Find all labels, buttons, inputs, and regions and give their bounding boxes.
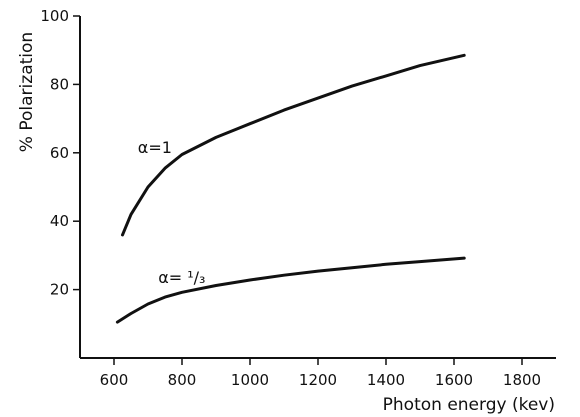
y-tick-label: 20 [50,281,69,299]
series-line-1 [121,53,466,237]
x-tick-label: 1800 [503,371,541,389]
x-tick-label: 1600 [435,371,473,389]
ticks: 600 800 1000 1200 1400 1600 1800 20 40 60 80 100 [40,7,541,389]
y-tick-label: 100 [40,7,69,25]
y-axis-title: % Polarization [17,32,37,152]
x-tick-label: 600 [100,371,129,389]
x-tick-label: 1000 [231,371,269,389]
x-tick-label: 1400 [367,371,405,389]
annotations: α=1 α= ¹/₃ [138,138,206,287]
x-tick-label: 1200 [299,371,337,389]
curves [115,53,466,324]
series-line-2 [115,256,466,324]
y-tick-label: 40 [50,212,69,230]
x-axis-title: Photon energy (kev) [383,395,555,415]
axes [79,16,556,359]
x-tick-label: 800 [168,371,197,389]
y-tick-label: 80 [50,75,69,93]
y-tick-label: 60 [50,144,69,162]
curve-label-2: α= ¹/₃ [158,268,205,287]
curve-label-1: α=1 [138,138,172,157]
